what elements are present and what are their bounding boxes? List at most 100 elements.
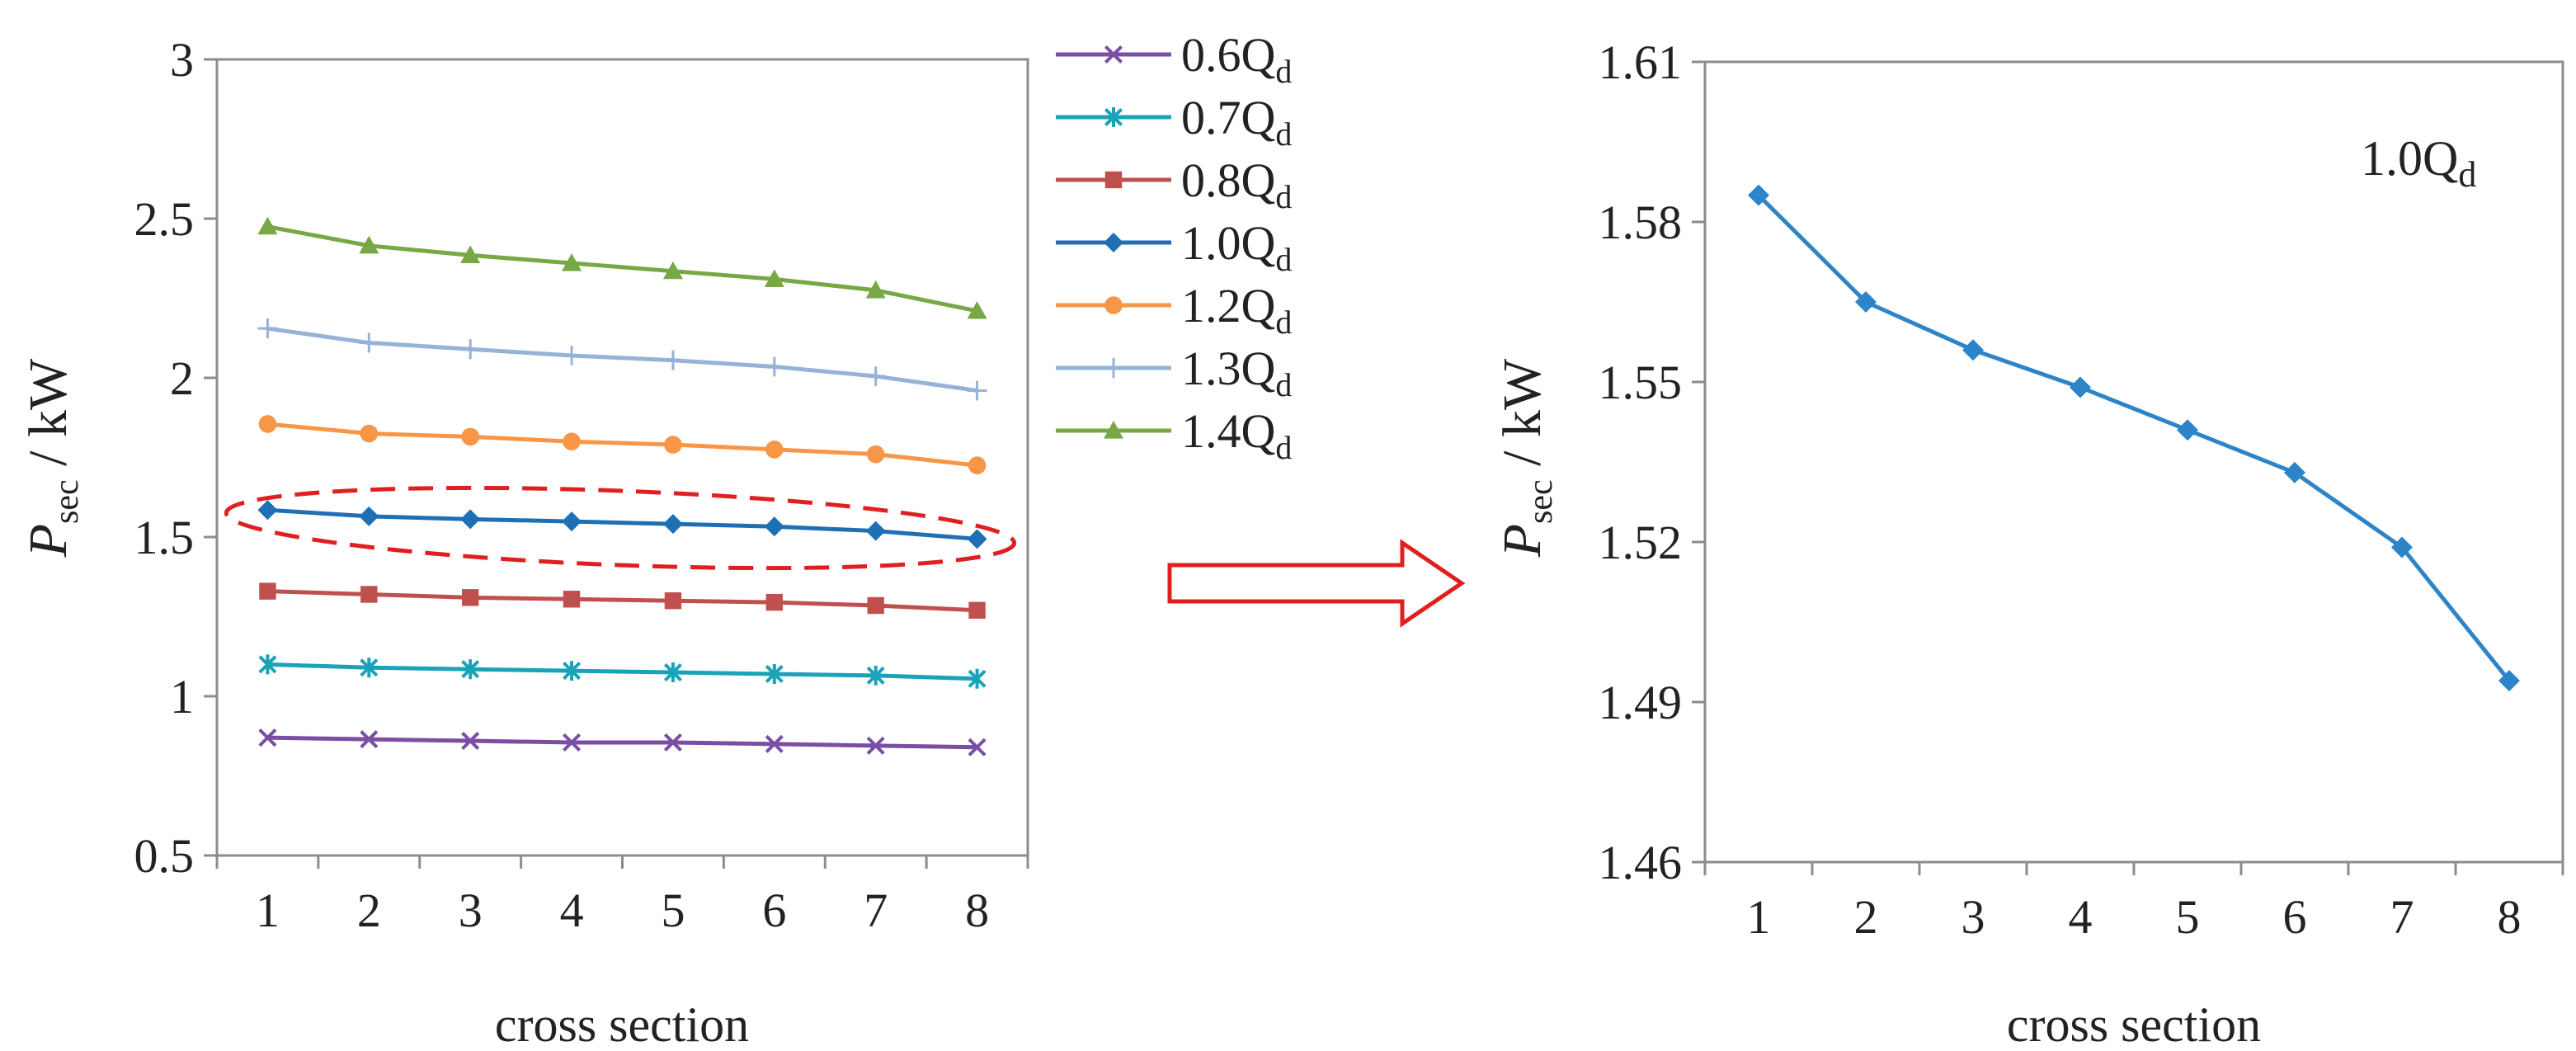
data-point xyxy=(865,280,886,299)
legend-label-base: 1.4Q xyxy=(1181,404,1275,458)
series-line xyxy=(266,224,978,313)
x-tick-label: 5 xyxy=(2176,890,2200,944)
x-tick-label: 5 xyxy=(661,884,685,937)
left-x-axis: 1 2 3 4 5 6 7 8 xyxy=(215,855,1029,937)
legend-label-base: 0.7Q xyxy=(1181,91,1275,144)
x-tick-label: 3 xyxy=(459,884,483,937)
right-x-axis: 1 2 3 4 5 6 7 8 xyxy=(1703,862,2564,944)
data-point xyxy=(664,436,682,454)
legend-label-base: 1.0Q xyxy=(1181,216,1275,270)
legend-label-base: 1.3Q xyxy=(1181,342,1275,395)
data-point xyxy=(460,509,481,530)
right-annotation-base: 1.0Q xyxy=(2361,131,2458,186)
data-point xyxy=(562,253,582,271)
data-point xyxy=(2284,461,2305,483)
data-point xyxy=(663,662,682,683)
legend-label-base: 0.6Q xyxy=(1181,28,1275,82)
data-point xyxy=(360,586,378,603)
data-point xyxy=(662,514,683,535)
series-line xyxy=(267,589,977,613)
data-point xyxy=(866,665,885,686)
left-y-axis-subscript: sec xyxy=(48,479,86,524)
data-point xyxy=(662,350,683,370)
data-point xyxy=(662,261,683,280)
data-point xyxy=(563,661,582,681)
data-point xyxy=(258,415,277,433)
data-point xyxy=(258,654,277,675)
series-0.8Qd xyxy=(259,582,986,619)
right-y-axis-unit: / kW xyxy=(1492,358,1552,479)
data-point xyxy=(865,366,886,387)
data-point xyxy=(2498,670,2520,692)
data-point xyxy=(359,506,379,526)
data-point xyxy=(563,591,581,608)
x-tick-label: 1 xyxy=(1747,890,1771,944)
legend-label-sub: d xyxy=(1275,241,1292,278)
x-tick-label: 8 xyxy=(2498,890,2522,944)
legend-item-0.8Qd: 0.8Qd xyxy=(1056,153,1292,215)
x-tick-label: 6 xyxy=(762,884,786,937)
data-point xyxy=(563,432,581,450)
legend-marker xyxy=(1104,107,1123,127)
left-chart: 0.5 1 1.5 2 2.5 3 1 2 3 4 5 6 7 8 cross section Psec… xyxy=(18,33,1029,1051)
data-point xyxy=(359,332,379,353)
right-y-axis-title: Psec / kW xyxy=(1492,358,1560,558)
data-point xyxy=(360,730,379,749)
legend-label-base: 1.2Q xyxy=(1181,279,1275,332)
data-point xyxy=(1855,291,1877,313)
data-point xyxy=(360,424,379,443)
legend-label: 1.2Qd xyxy=(1181,279,1292,341)
data-point xyxy=(359,235,379,254)
y-tick-label: 2 xyxy=(170,351,194,405)
series-line xyxy=(267,326,977,393)
data-point xyxy=(257,318,278,339)
y-tick-label: 1 xyxy=(170,670,194,723)
legend-item-0.6Qd: 0.6Qd xyxy=(1056,28,1292,90)
left-y-axis: 0.5 1 1.5 2 2.5 3 xyxy=(134,33,217,883)
left-series-group xyxy=(257,216,987,756)
data-point xyxy=(867,596,884,615)
legend-marker xyxy=(1104,233,1123,252)
arrow-right-icon xyxy=(1167,539,1466,628)
series-1.3Qd xyxy=(257,318,987,401)
legend-label-base: 0.8Q xyxy=(1181,153,1275,207)
data-point xyxy=(865,521,886,541)
right-plot-area xyxy=(1703,60,2564,864)
x-tick-label: 1 xyxy=(256,884,280,937)
series-line xyxy=(267,735,977,750)
data-point xyxy=(562,345,582,365)
data-point xyxy=(1962,339,1984,361)
data-point xyxy=(2391,536,2413,558)
right-chart-annotation: 1.0Qd xyxy=(2361,131,2476,195)
legend-label-sub: d xyxy=(1275,366,1292,403)
x-tick-label: 6 xyxy=(2283,890,2307,944)
y-tick-label: 3 xyxy=(170,33,194,87)
highlight-ellipse xyxy=(224,485,1017,571)
legend-label-sub: d xyxy=(1275,429,1292,466)
x-tick-label: 4 xyxy=(2069,890,2093,944)
legend-label-sub: d xyxy=(1275,178,1292,215)
data-point xyxy=(259,582,276,600)
series-1.2Qd xyxy=(258,415,987,474)
legend-label: 1.3Qd xyxy=(1181,342,1292,403)
legend-label: 0.8Qd xyxy=(1181,153,1292,215)
legend-marker xyxy=(1104,358,1123,378)
series-1.0Qd xyxy=(1748,184,2520,692)
data-point xyxy=(460,245,481,263)
data-point xyxy=(968,738,987,756)
legend-marker xyxy=(1104,171,1123,189)
left-y-axis-symbol: P xyxy=(18,524,78,558)
data-point xyxy=(967,380,987,401)
series-0.6Qd xyxy=(258,728,987,756)
right-y-axis-symbol: P xyxy=(1492,524,1552,558)
data-point xyxy=(663,733,682,752)
right-y-axis: 1.46 1.49 1.52 1.55 1.58 1.61 xyxy=(1599,35,1705,889)
data-point xyxy=(2070,376,2091,398)
data-point xyxy=(866,736,885,755)
data-point xyxy=(765,593,784,611)
data-point xyxy=(562,511,582,532)
data-point xyxy=(664,592,682,610)
data-point xyxy=(967,300,987,319)
right-series-group xyxy=(1748,184,2520,692)
data-point xyxy=(866,445,885,464)
